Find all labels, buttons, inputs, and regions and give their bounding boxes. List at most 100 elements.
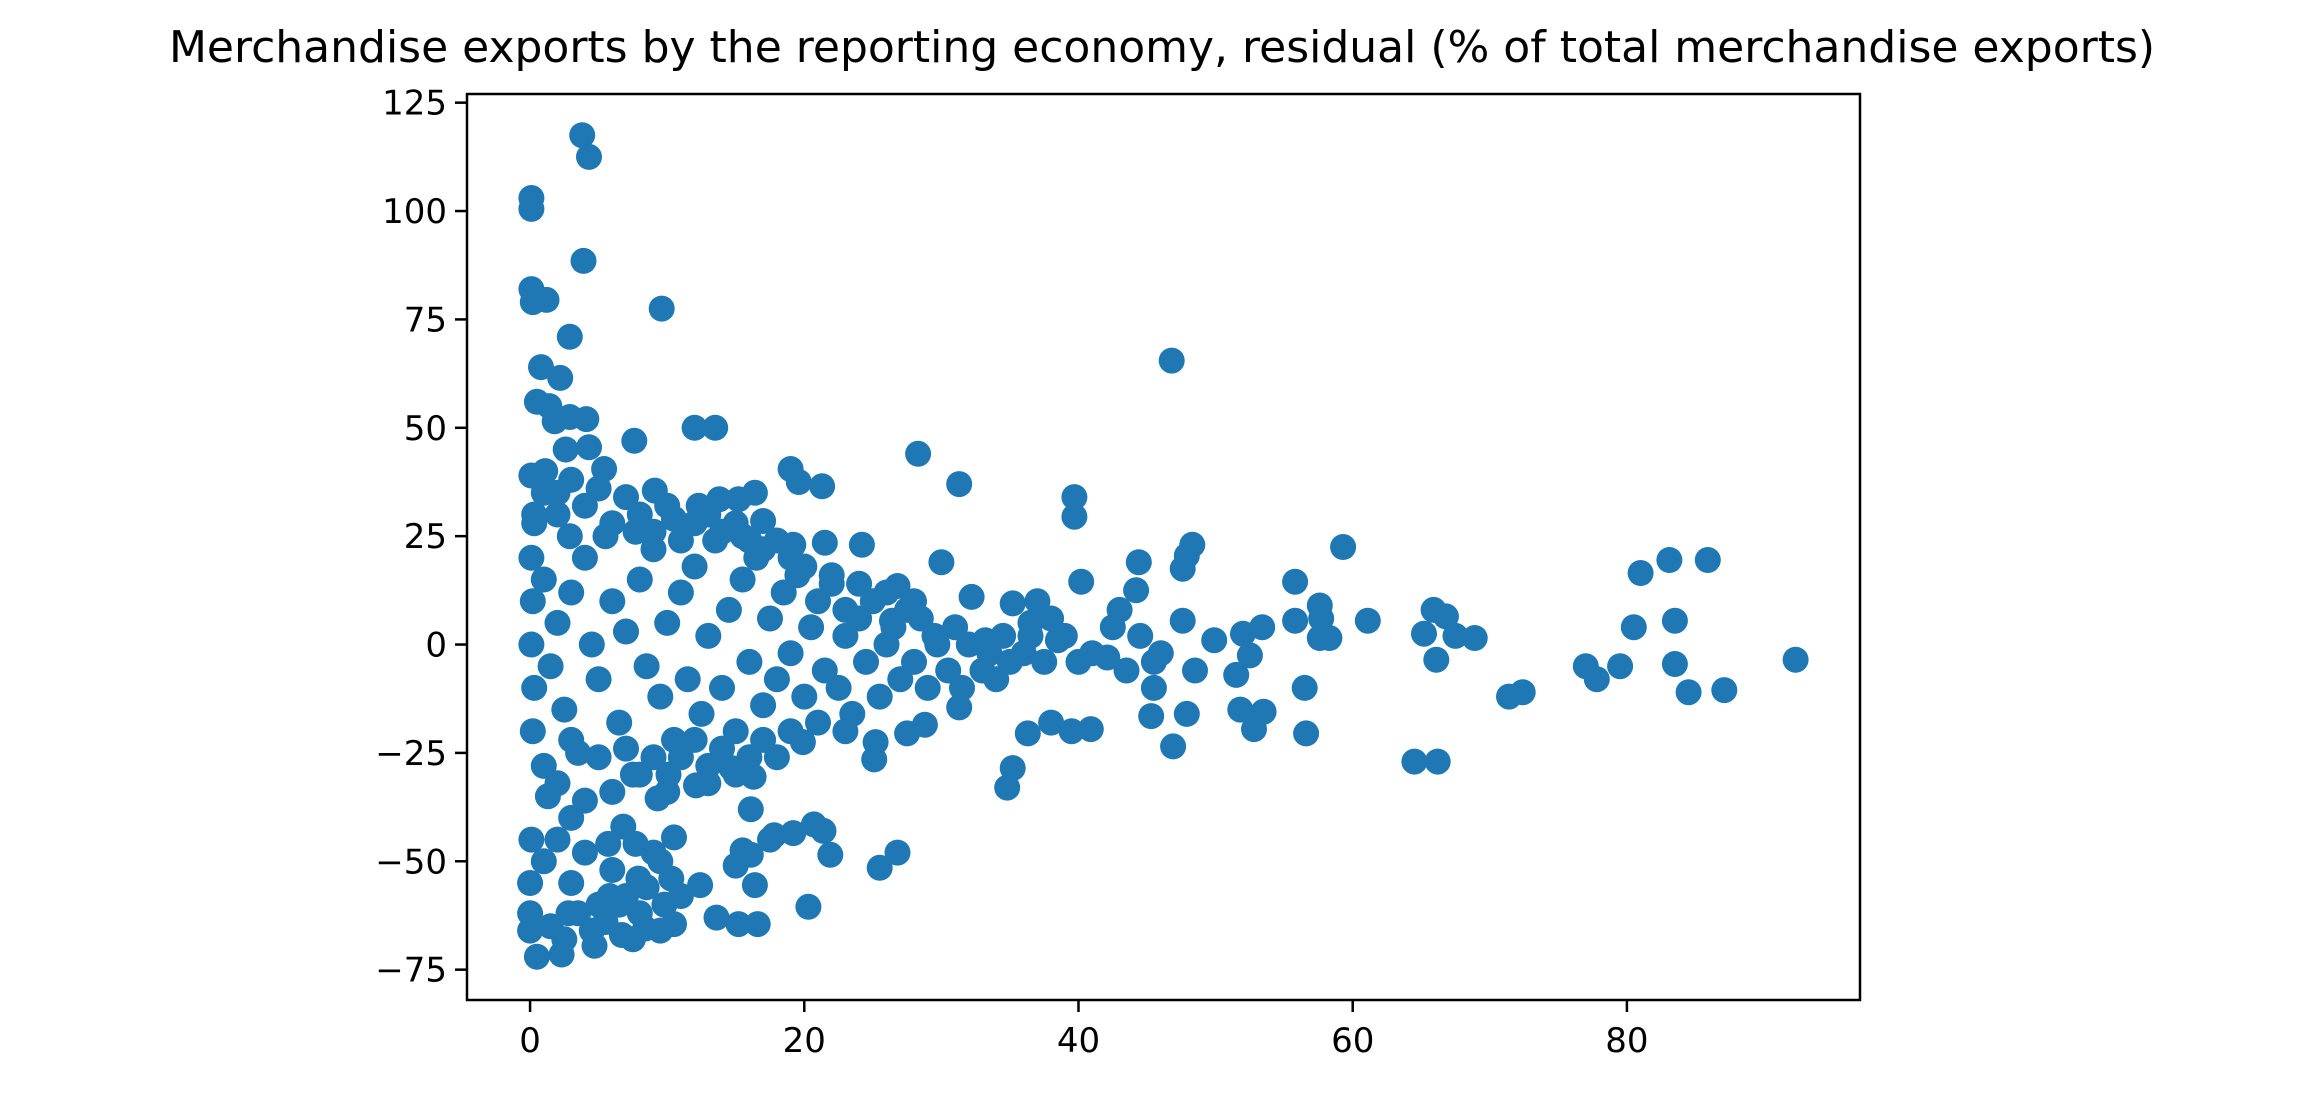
data-point	[744, 911, 771, 938]
data-point	[1147, 640, 1174, 667]
data-point	[846, 570, 873, 597]
data-point	[729, 566, 756, 593]
data-point	[750, 726, 777, 753]
y-tick-label: 75	[404, 300, 447, 340]
data-point	[537, 653, 564, 680]
data-point	[741, 479, 768, 506]
data-point	[647, 917, 674, 944]
data-point	[725, 911, 752, 938]
data-point	[805, 709, 831, 736]
data-point	[606, 709, 633, 736]
points-layer	[517, 122, 1809, 970]
data-point	[674, 666, 701, 693]
data-point	[1583, 666, 1610, 693]
data-point	[1113, 657, 1140, 684]
data-point	[578, 631, 605, 658]
data-point	[853, 648, 879, 675]
data-point	[901, 648, 927, 675]
data-point	[667, 579, 694, 606]
data-point	[873, 579, 900, 606]
data-point	[518, 544, 545, 571]
data-point	[999, 755, 1026, 782]
data-point	[688, 700, 715, 727]
data-point	[809, 473, 836, 500]
data-point	[999, 590, 1026, 617]
data-point	[595, 830, 622, 857]
data-point	[928, 549, 955, 576]
data-point	[681, 414, 708, 441]
data-point	[736, 648, 763, 675]
data-point	[654, 492, 681, 519]
data-point	[795, 893, 822, 920]
data-point	[1354, 607, 1381, 634]
data-point	[866, 854, 893, 881]
data-point	[1291, 674, 1318, 701]
data-point	[518, 195, 545, 222]
y-tick-label: 125	[382, 84, 447, 124]
data-point	[1169, 607, 1196, 634]
data-point	[521, 674, 548, 701]
data-point	[832, 622, 859, 649]
data-point	[599, 857, 626, 883]
data-point	[558, 579, 585, 606]
data-point	[591, 456, 618, 482]
data-point	[1127, 622, 1154, 649]
y-tick-label: 0	[425, 626, 447, 666]
data-point	[1061, 503, 1088, 530]
data-point	[791, 553, 818, 580]
data-point	[1249, 614, 1276, 641]
data-point	[921, 622, 948, 649]
data-point	[1424, 748, 1451, 775]
data-point	[599, 588, 626, 615]
data-point	[901, 588, 927, 615]
data-point	[741, 872, 768, 899]
plot-frame	[465, 92, 1862, 1002]
data-point	[780, 820, 807, 847]
data-point	[530, 566, 557, 593]
data-point	[1675, 679, 1702, 706]
data-point	[552, 436, 579, 463]
data-point	[695, 770, 722, 797]
data-point	[571, 544, 598, 571]
plot-background	[467, 94, 1860, 1000]
data-point	[1401, 748, 1428, 775]
data-point	[1782, 646, 1809, 673]
x-tick-label: 20	[783, 1021, 826, 1061]
data-point	[946, 694, 973, 721]
data-point	[1227, 696, 1254, 723]
data-point	[518, 631, 545, 658]
data-point	[1182, 657, 1208, 684]
data-point	[519, 588, 546, 615]
data-point	[640, 518, 667, 545]
data-point	[1068, 568, 1095, 595]
data-point	[715, 596, 742, 623]
data-point	[1077, 716, 1104, 743]
data-point	[1236, 642, 1263, 669]
data-point	[1160, 733, 1187, 760]
data-point	[570, 247, 597, 274]
data-point	[695, 622, 722, 649]
data-point	[585, 666, 612, 693]
data-point	[702, 414, 729, 441]
data-point	[990, 622, 1017, 649]
data-point	[848, 531, 875, 558]
data-point	[585, 744, 612, 771]
y-tick-label: 25	[404, 517, 447, 557]
data-point	[1293, 720, 1320, 747]
x-tick-label: 60	[1331, 1021, 1374, 1061]
data-point	[1138, 703, 1165, 730]
data-point	[1711, 677, 1738, 704]
data-point	[722, 718, 749, 745]
data-point	[1661, 651, 1688, 677]
data-point	[1432, 603, 1459, 630]
y-tick-label: 50	[404, 409, 447, 449]
data-point	[519, 289, 546, 316]
data-point	[571, 787, 598, 814]
data-point	[640, 744, 667, 771]
data-point	[613, 618, 639, 645]
data-point	[599, 510, 626, 537]
data-point	[1282, 568, 1309, 595]
data-point	[544, 501, 571, 528]
data-point	[558, 466, 585, 493]
data-point	[1038, 605, 1065, 632]
